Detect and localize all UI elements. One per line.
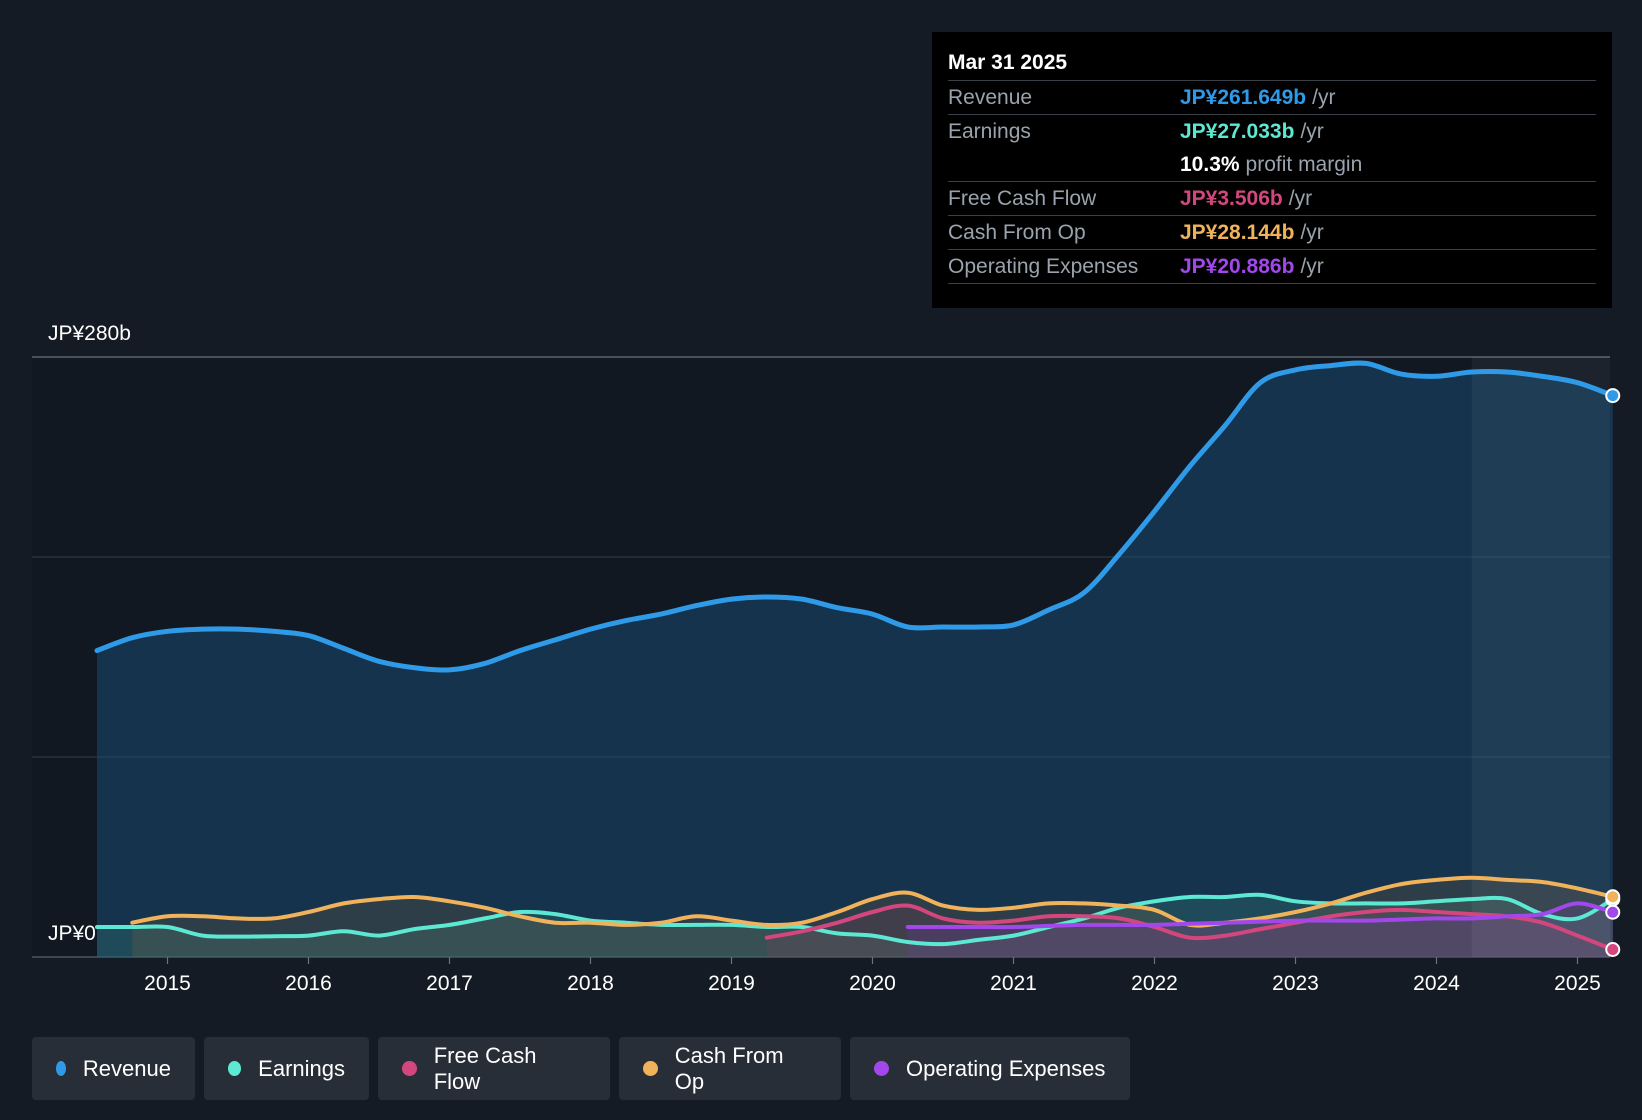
legend-dot-icon bbox=[56, 1061, 66, 1076]
legend-label: Earnings bbox=[258, 1055, 345, 1081]
tooltip-row-operating-expenses: Operating Expenses JP¥20.886b /yr bbox=[948, 249, 1596, 284]
tooltip-label: Earnings bbox=[948, 120, 1031, 143]
legend-item-operating-expenses[interactable]: Operating Expenses bbox=[850, 1037, 1130, 1100]
tooltip-unit: /yr bbox=[1288, 187, 1313, 210]
endpoint-operating-expenses bbox=[1605, 904, 1621, 920]
tooltip-label: Revenue bbox=[948, 86, 1033, 109]
x-tick-label: 2022 bbox=[1131, 972, 1178, 995]
legend-item-earnings[interactable]: Earnings bbox=[204, 1037, 369, 1100]
endpoint-revenue bbox=[1605, 388, 1621, 404]
tooltip-label: Cash From Op bbox=[948, 221, 1086, 244]
tooltip-label bbox=[948, 148, 1180, 181]
area-earnings bbox=[97, 894, 1613, 957]
tooltip-row-revenue: Revenue JP¥261.649b /yr bbox=[948, 80, 1596, 114]
forecast-highlight-band bbox=[1471, 357, 1610, 957]
line-operating-expenses bbox=[905, 901, 1615, 930]
series-lines bbox=[94, 360, 1616, 952]
legend-dot-icon bbox=[228, 1061, 242, 1076]
tooltip-label: Operating Expenses bbox=[948, 255, 1139, 278]
endpoint-free-cash-flow bbox=[1605, 942, 1621, 957]
x-tick-label: 2020 bbox=[849, 972, 896, 995]
tooltip-label: Free Cash Flow bbox=[948, 187, 1097, 210]
tooltip-row-free-cash-flow: Free Cash Flow JP¥3.506b /yr bbox=[948, 181, 1596, 215]
tooltip: Mar 31 2025 Revenue JP¥261.649b /yr Earn… bbox=[932, 32, 1612, 308]
legend: Revenue Earnings Free Cash Flow Cash Fro… bbox=[32, 1037, 1130, 1100]
line-cash-from-op bbox=[130, 875, 1615, 928]
tooltip-unit: /yr bbox=[1312, 86, 1336, 109]
x-tick-label: 2017 bbox=[426, 972, 473, 995]
tooltip-date: Mar 31 2025 bbox=[948, 51, 1068, 74]
x-tick-label: 2018 bbox=[567, 972, 614, 995]
endpoint-cash-from-op bbox=[1605, 889, 1621, 905]
line-revenue bbox=[94, 360, 1616, 673]
tooltip-value: JP¥3.506b bbox=[1180, 187, 1283, 210]
x-tick-label: 2023 bbox=[1272, 972, 1319, 995]
legend-dot-icon bbox=[874, 1061, 889, 1076]
series-areas bbox=[97, 362, 1613, 958]
legend-label: Revenue bbox=[82, 1055, 171, 1081]
legend-label: Operating Expenses bbox=[906, 1055, 1106, 1081]
tooltip-value: JP¥28.144b bbox=[1180, 221, 1295, 244]
tooltip-row-earnings: Earnings JP¥27.033b /yr bbox=[948, 114, 1596, 148]
x-tick-label: 2021 bbox=[990, 972, 1037, 995]
tooltip-unit: profit margin bbox=[1245, 153, 1363, 176]
tooltip-row-profit-margin: 10.3% profit margin bbox=[948, 148, 1596, 181]
legend-dot-icon bbox=[643, 1061, 658, 1076]
tooltip-unit: /yr bbox=[1300, 120, 1324, 143]
x-tick-label: 2015 bbox=[144, 972, 191, 995]
tooltip-value: JP¥27.033b bbox=[1180, 120, 1295, 143]
x-tick-label: 2024 bbox=[1413, 972, 1460, 995]
tooltip-row-cash-from-op: Cash From Op JP¥28.144b /yr bbox=[948, 215, 1596, 249]
x-tick-label: 2025 bbox=[1554, 972, 1601, 995]
legend-dot-icon bbox=[402, 1061, 417, 1076]
area-revenue bbox=[97, 362, 1613, 958]
tooltip-value: JP¥261.649b bbox=[1180, 86, 1307, 109]
y-axis-top-label: JP¥280b bbox=[48, 322, 131, 345]
y-axis-bottom-label: JP¥0 bbox=[48, 922, 96, 945]
legend-item-cash-from-op[interactable]: Cash From Op bbox=[619, 1037, 841, 1100]
series-endpoints bbox=[1605, 388, 1621, 957]
x-tick-label: 2016 bbox=[285, 972, 332, 995]
legend-item-revenue[interactable]: Revenue bbox=[32, 1037, 195, 1100]
line-free-cash-flow bbox=[764, 903, 1615, 952]
tooltip-value: 10.3% bbox=[1180, 153, 1240, 176]
legend-label: Cash From Op bbox=[674, 1042, 784, 1094]
legend-label: Free Cash Flow bbox=[433, 1042, 537, 1094]
x-tick-label: 2019 bbox=[708, 972, 755, 995]
tooltip-value: JP¥20.886b bbox=[1180, 255, 1295, 278]
tooltip-unit: /yr bbox=[1300, 221, 1324, 244]
area-cash-from-op bbox=[132, 877, 1613, 957]
tooltip-unit: /yr bbox=[1300, 255, 1324, 278]
line-earnings bbox=[95, 892, 1615, 947]
x-axis-ticks: 2015 2016 2017 2018 2019 2020 2021 2022 2023 2024… bbox=[144, 957, 1601, 995]
legend-item-free-cash-flow[interactable]: Free Cash Flow bbox=[378, 1037, 610, 1100]
